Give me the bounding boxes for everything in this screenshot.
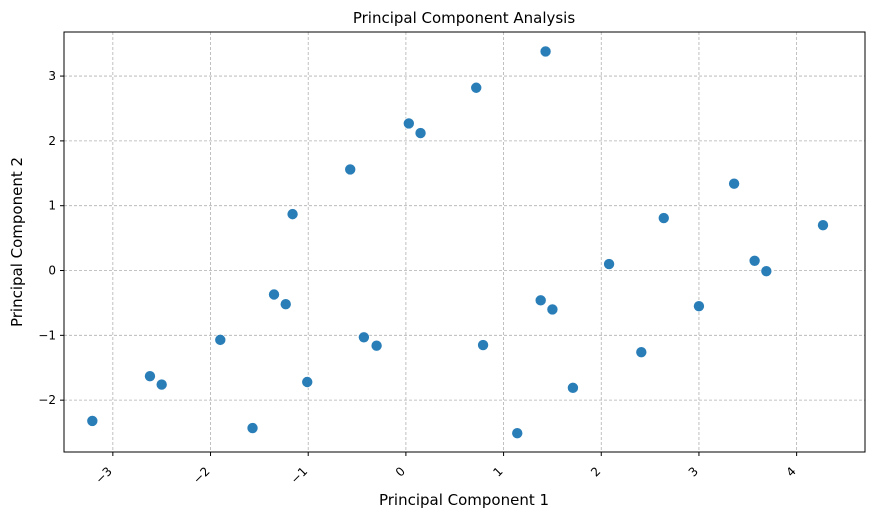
scatter-point bbox=[370, 339, 383, 352]
x-tick-label: −3 bbox=[93, 464, 115, 486]
scatter-point bbox=[635, 346, 648, 358]
scatter-point bbox=[403, 117, 415, 130]
scatter-point bbox=[144, 370, 156, 382]
scatter-point bbox=[301, 376, 314, 388]
scatter-point bbox=[286, 208, 299, 220]
scatter-point bbox=[603, 258, 615, 270]
scatter-point bbox=[214, 334, 227, 346]
scatter-point bbox=[657, 212, 670, 224]
points-layer bbox=[86, 45, 829, 440]
scatter-point bbox=[279, 298, 292, 311]
scatter-point bbox=[477, 339, 489, 351]
scatter-point bbox=[693, 300, 705, 312]
y-tick-label: 3 bbox=[48, 69, 56, 83]
scatter-point bbox=[728, 177, 740, 190]
scatter-point bbox=[748, 254, 761, 267]
plot-frame bbox=[63, 31, 866, 453]
x-tick-label: −1 bbox=[288, 464, 310, 486]
scatter-point bbox=[511, 427, 524, 440]
scatter-point bbox=[414, 127, 427, 139]
grid-layer bbox=[64, 32, 865, 452]
y-tick-label: −2 bbox=[38, 393, 56, 407]
scatter-point bbox=[86, 415, 99, 427]
y-tick-label: 0 bbox=[48, 264, 56, 278]
scatter-point bbox=[344, 163, 357, 176]
y-tick-label: −1 bbox=[38, 328, 56, 342]
y-axis-ticks: −2 −1 0 1 2 3 bbox=[38, 69, 64, 407]
scatter-point bbox=[268, 288, 280, 301]
x-tick-label: −2 bbox=[190, 464, 212, 486]
x-axis-label: Principal Component 1 bbox=[379, 491, 549, 509]
x-axis-ticks: −3 −2 −1 0 1 2 3 4 bbox=[93, 452, 799, 487]
y-tick-label: 1 bbox=[48, 199, 56, 213]
x-tick-label: 0 bbox=[393, 464, 408, 479]
x-tick-label: 1 bbox=[490, 464, 505, 479]
x-tick-label: 2 bbox=[588, 464, 603, 479]
y-tick-label: 2 bbox=[48, 134, 56, 148]
scatter-point bbox=[358, 331, 370, 344]
scatter-point bbox=[567, 382, 579, 394]
x-tick-label: 4 bbox=[783, 464, 798, 479]
scatter-point bbox=[817, 219, 829, 231]
chart-title: Principal Component Analysis bbox=[353, 9, 576, 27]
scatter-point bbox=[546, 303, 559, 316]
x-tick-label: 3 bbox=[686, 464, 701, 479]
y-axis-label: Principal Component 2 bbox=[8, 157, 26, 327]
scatter-point bbox=[155, 378, 168, 391]
scatter-point bbox=[539, 45, 552, 58]
scatter-point bbox=[470, 81, 483, 94]
scatter-point bbox=[760, 265, 773, 277]
scatter-point bbox=[534, 294, 547, 307]
scatter-point bbox=[246, 422, 259, 434]
